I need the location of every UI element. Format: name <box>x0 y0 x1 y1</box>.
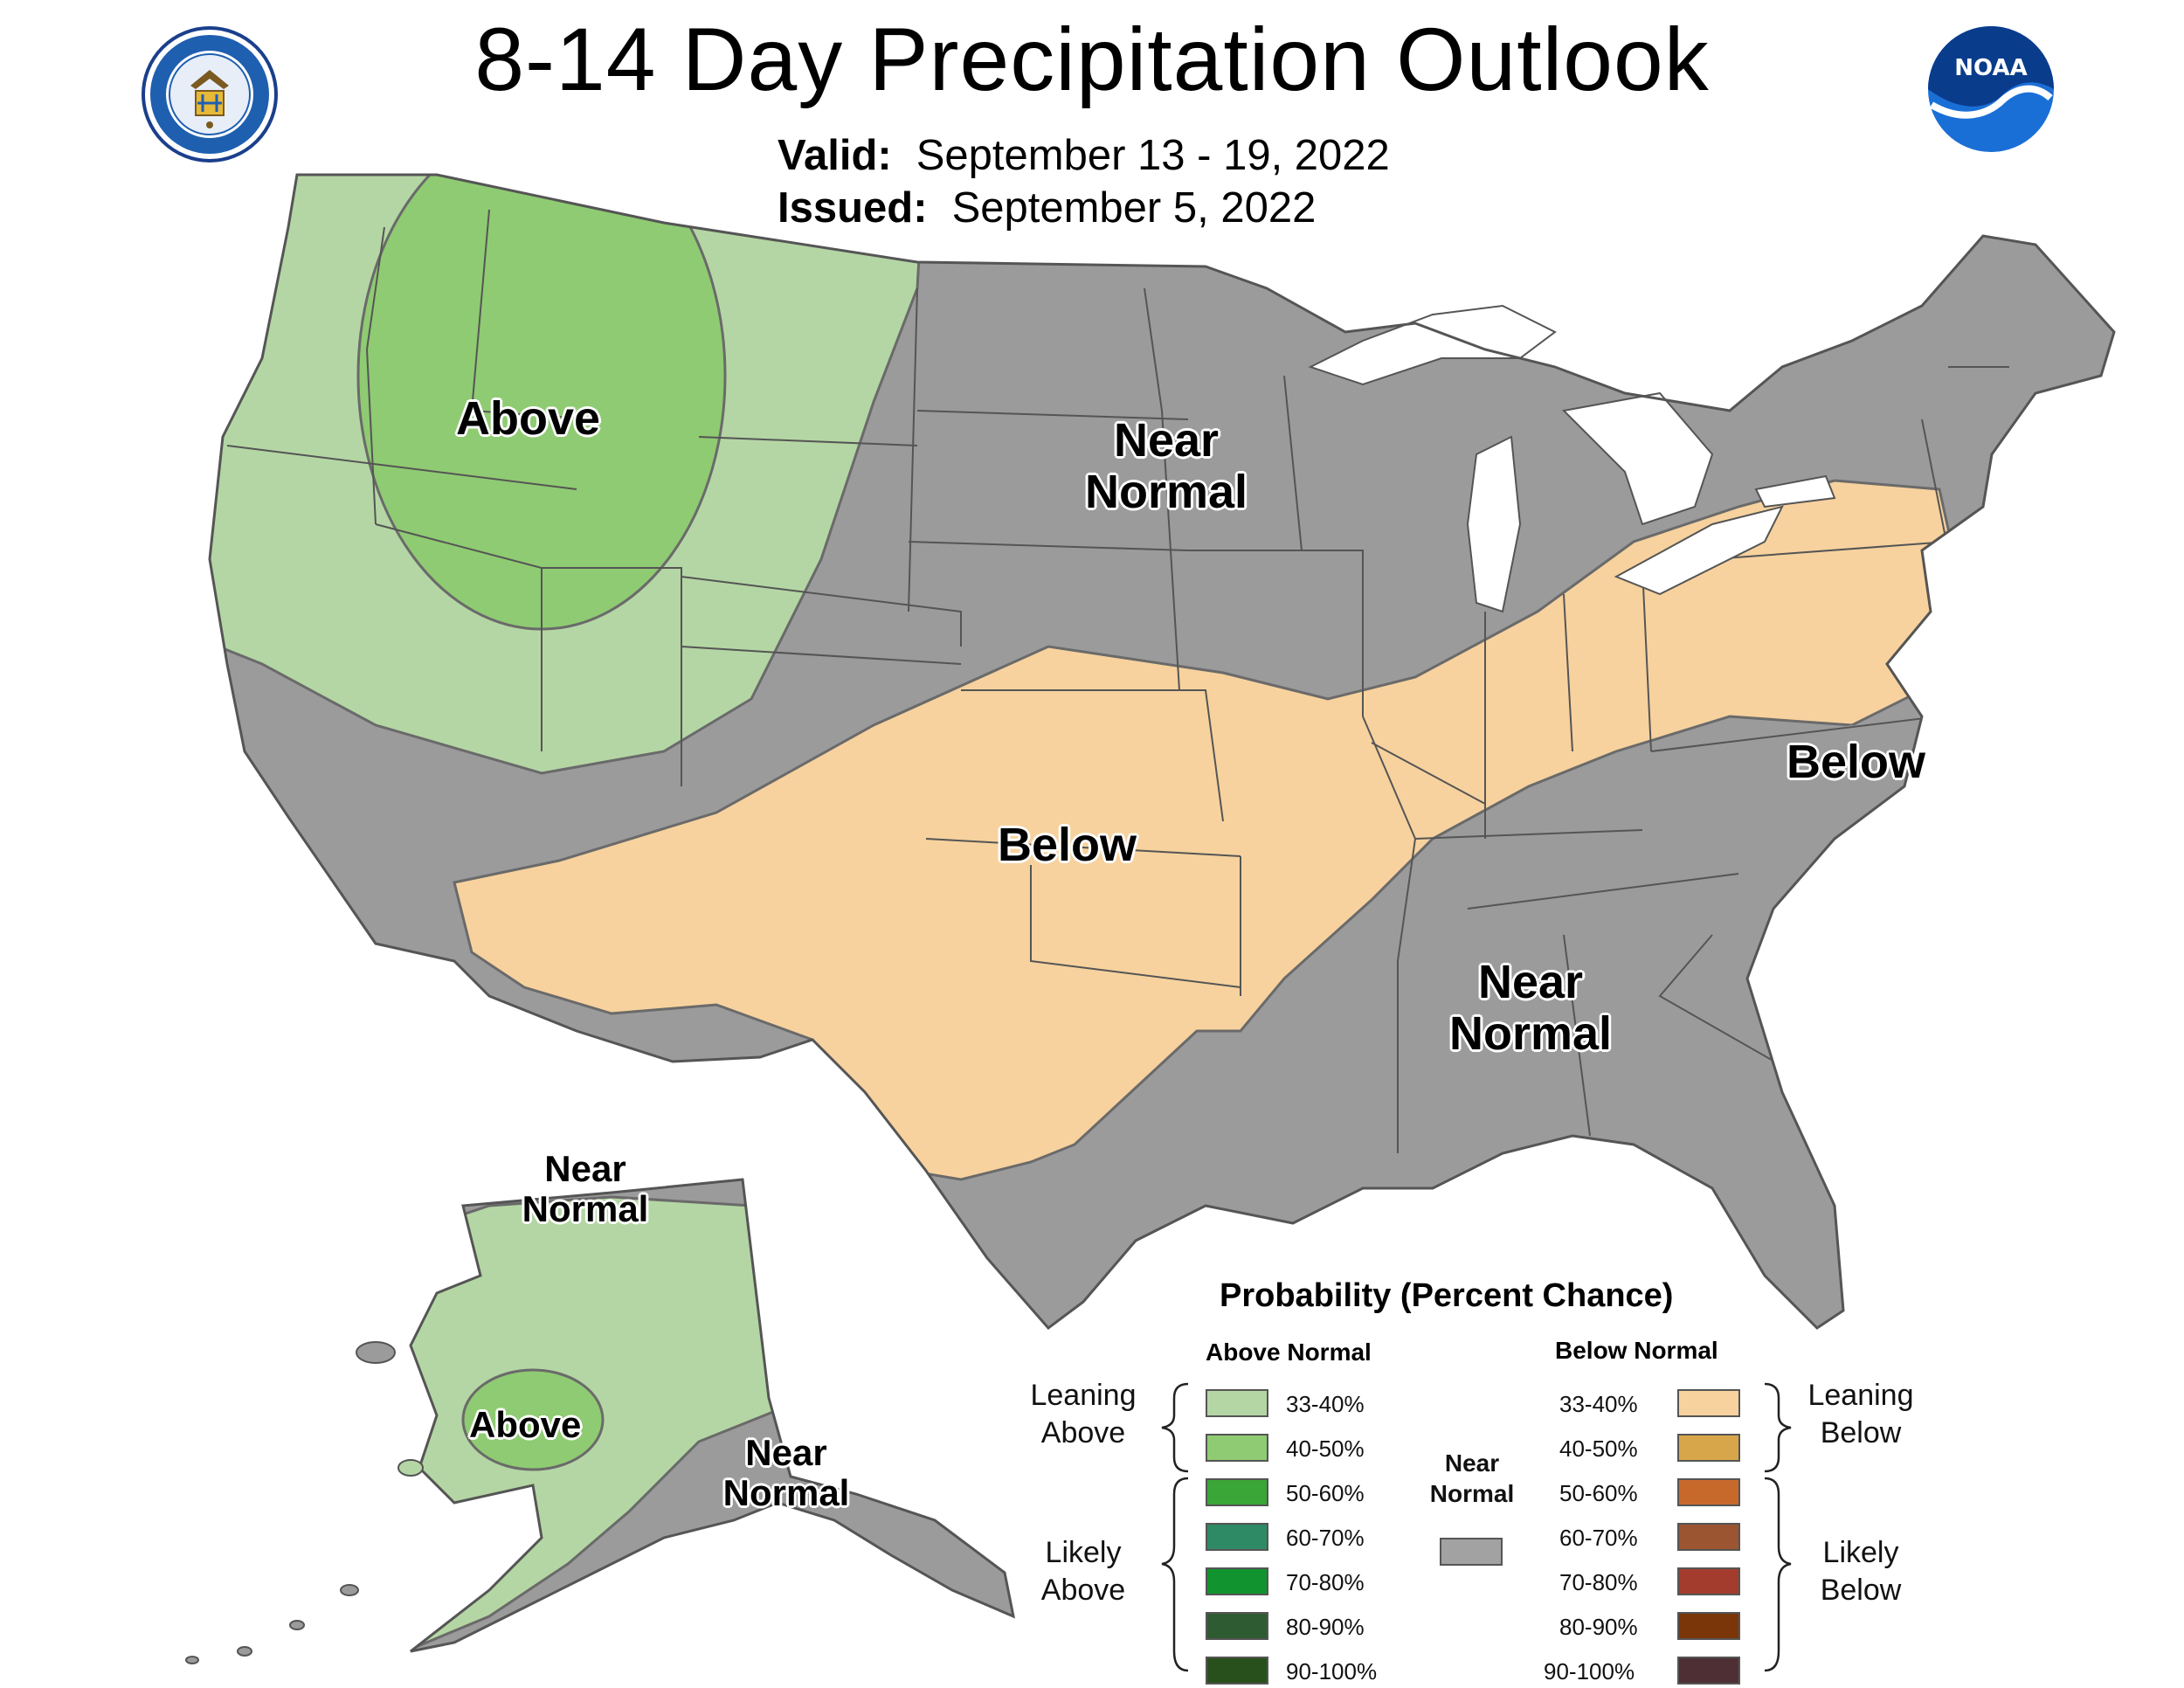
issued-line: Issued: September 5, 2022 <box>778 183 1316 232</box>
label-alaska-above: Above <box>469 1404 582 1445</box>
label-near-normal-southeast: Near Normal <box>1443 956 1618 1061</box>
label-alaska-near-normal-southeast: Near Normal <box>712 1432 860 1514</box>
valid-label: Valid: <box>778 132 892 179</box>
alaska-above-40-50-area <box>461 1368 605 1471</box>
lake-erie <box>1614 505 1784 596</box>
pct-above-60-70: 60-70% <box>1286 1525 1365 1551</box>
legend-likely-above-line1: Likely <box>1045 1536 1122 1569</box>
alaska-islands <box>185 1341 424 1664</box>
pct-above-50-60: 50-60% <box>1286 1480 1365 1506</box>
swatch-below-70-80 <box>1677 1567 1740 1595</box>
swatch-above-80-90 <box>1206 1612 1268 1640</box>
legend-likely-below-line1: Likely <box>1822 1536 1899 1569</box>
label-near-se-line2: Normal <box>1448 1007 1613 1061</box>
swatch-below-33-40 <box>1677 1389 1740 1417</box>
swatch-near-normal <box>1440 1538 1503 1566</box>
pct-below-33-40: 33-40% <box>1559 1391 1638 1417</box>
label-below-south: Below <box>998 819 1137 871</box>
noaa-logo-text: NOAA <box>1954 55 2027 81</box>
legend-near-line1: Near <box>1444 1449 1500 1477</box>
legend-likely-above-label: Likely Above <box>1013 1534 1153 1608</box>
pct-above-90-100: 90-100% <box>1286 1658 1378 1685</box>
label-ak-near-north-line2: Normal <box>522 1188 649 1230</box>
valid-line: Valid: September 13 - 19, 2022 <box>778 131 1390 180</box>
valid-dates: September 13 - 19, 2022 <box>916 132 1390 179</box>
legend-likely-above-line2: Above <box>1040 1573 1126 1607</box>
swatch-above-70-80 <box>1206 1567 1268 1595</box>
legend-leaning-above-label: Leaning Above <box>1013 1377 1153 1451</box>
label-alaska-near-normal-north: Near Normal <box>511 1148 660 1230</box>
issued-date: September 5, 2022 <box>951 184 1317 232</box>
page-title: 8-14 Day Precipitation Outlook <box>474 10 1710 109</box>
legend-title: Probability (Percent Chance) <box>1220 1277 1674 1314</box>
label-above-west: Above <box>456 392 601 445</box>
state-borders <box>226 209 2009 1153</box>
label-near-north-line2: Normal <box>1084 466 1248 519</box>
swatch-below-90-100 <box>1677 1657 1740 1685</box>
swatch-above-40-50 <box>1206 1434 1268 1462</box>
above-40-50-area <box>356 175 727 631</box>
legend-below-braces <box>1764 1382 1792 1672</box>
legend-leaning-below-line2: Below <box>1820 1415 1902 1449</box>
legend-leaning-below-line1: Leaning <box>1807 1379 1914 1412</box>
pct-below-90-100: 90-100% <box>1544 1658 1635 1685</box>
pct-above-70-80: 70-80% <box>1286 1569 1365 1595</box>
pct-below-50-60: 50-60% <box>1559 1480 1638 1506</box>
commerce-seal-logo <box>142 26 278 163</box>
swatch-below-40-50 <box>1677 1434 1740 1462</box>
lake-michigan <box>1466 435 1522 613</box>
legend-below-header: Below Normal <box>1555 1337 1718 1364</box>
pct-below-80-90: 80-90% <box>1559 1614 1638 1640</box>
legend-likely-below-line2: Below <box>1820 1573 1902 1607</box>
swatch-below-80-90 <box>1677 1612 1740 1640</box>
legend-leaning-above-line1: Leaning <box>1030 1379 1137 1412</box>
pct-above-33-40: 33-40% <box>1286 1391 1365 1417</box>
swatch-above-50-60 <box>1206 1478 1268 1506</box>
lake-huron <box>1561 391 1714 526</box>
swatch-above-33-40 <box>1206 1389 1268 1417</box>
swatch-below-60-70 <box>1677 1523 1740 1551</box>
noaa-logo: NOAA <box>1928 26 2054 152</box>
great-lakes <box>1308 304 1836 613</box>
legend-leaning-below-label: Leaning Below <box>1791 1377 1931 1451</box>
swatch-above-60-70 <box>1206 1523 1268 1551</box>
legend-leaning-above-line2: Above <box>1040 1415 1126 1449</box>
label-ak-near-se-line2: Normal <box>722 1472 850 1514</box>
swatch-above-90-100 <box>1206 1657 1268 1685</box>
legend-likely-below-label: Likely Below <box>1791 1534 1931 1608</box>
label-ak-near-se-line1: Near <box>745 1432 827 1473</box>
label-near-se-line1: Near <box>1477 956 1584 1008</box>
pct-below-70-80: 70-80% <box>1559 1569 1638 1595</box>
lake-superior <box>1308 304 1557 386</box>
legend-near-normal-label: Near Normal <box>1415 1448 1529 1509</box>
legend-near-line2: Normal <box>1429 1480 1515 1507</box>
issued-label: Issued: <box>778 184 928 232</box>
lake-ontario <box>1754 474 1836 508</box>
legend-above-braces <box>1161 1382 1189 1672</box>
label-near-normal-north: Near Normal <box>1079 414 1254 519</box>
label-ak-near-north-line1: Near <box>544 1148 626 1189</box>
pct-below-60-70: 60-70% <box>1559 1525 1638 1551</box>
label-near-north-line1: Near <box>1113 414 1220 467</box>
legend-above-header: Above Normal <box>1206 1339 1372 1366</box>
label-below-east: Below <box>1787 736 1926 788</box>
pct-below-40-50: 40-50% <box>1559 1435 1638 1462</box>
pct-above-80-90: 80-90% <box>1286 1614 1365 1640</box>
swatch-below-50-60 <box>1677 1478 1740 1506</box>
pct-above-40-50: 40-50% <box>1286 1435 1365 1462</box>
